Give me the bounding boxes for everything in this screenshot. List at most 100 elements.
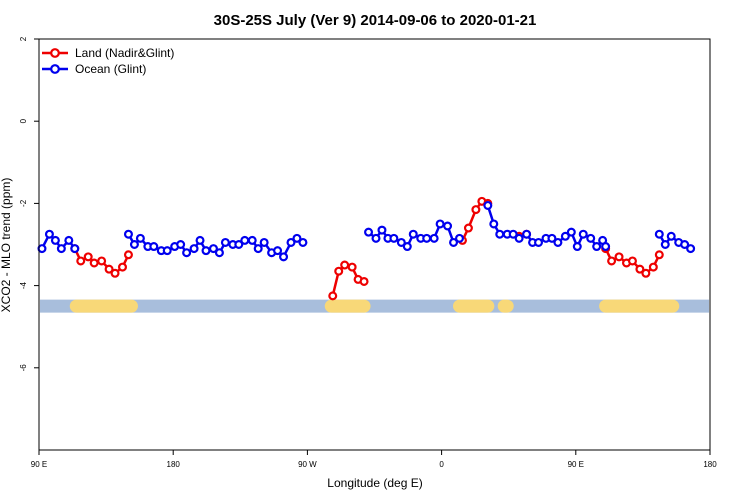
ocean-data-point	[201, 246, 211, 256]
ocean-data-point	[182, 248, 192, 258]
land-data-point	[607, 256, 617, 266]
ocean-data-point	[371, 233, 381, 243]
ocean-data-point	[56, 244, 66, 254]
land-data-point	[334, 266, 344, 276]
land-data-point	[627, 256, 637, 266]
ocean-data-point	[234, 240, 244, 250]
land-data-point	[471, 205, 481, 215]
ocean-data-point	[654, 229, 664, 239]
ocean-data-point	[253, 244, 263, 254]
ocean-data-point	[547, 233, 557, 243]
ocean-data-point	[686, 244, 696, 254]
ocean-data-point	[408, 229, 418, 239]
plot-frame	[38, 38, 711, 451]
ocean-data-point	[449, 237, 459, 247]
x-tick-label: 180	[167, 460, 181, 469]
ocean-data-point	[240, 235, 250, 245]
ocean-data-point	[162, 246, 172, 256]
x-tick-label: 0	[439, 460, 444, 469]
ocean-data-point	[508, 229, 518, 239]
ocean-data-point	[286, 237, 296, 247]
ocean-data-point	[572, 242, 582, 252]
ocean-data-point	[586, 233, 596, 243]
ocean-data-point	[483, 200, 493, 210]
x-axis: 90 E 180 90 W 0 90 E 180	[31, 450, 717, 469]
ocean-data-point	[176, 240, 186, 250]
ocean-data-point	[64, 235, 74, 245]
legend: Land (Nadir&Glint) Ocean (Glint)	[42, 46, 174, 76]
x-tick-label: 90 W	[298, 460, 317, 469]
y-tick-label: 2	[19, 36, 28, 41]
ocean-data-point	[592, 242, 602, 252]
y-tick-label: -4	[19, 281, 28, 289]
ocean-data-point	[364, 227, 374, 237]
land-legend-marker	[50, 48, 60, 58]
chart-title: 30S-25S July (Ver 9) 2014-09-06 to 2020-…	[214, 12, 537, 29]
ocean-data-point	[247, 235, 257, 245]
ocean-data-point	[298, 237, 308, 247]
ocean-data-point	[422, 233, 432, 243]
ocean-data-point	[214, 248, 224, 258]
land-data-point	[104, 264, 114, 274]
land-data-point	[463, 223, 473, 233]
ocean-data-point	[292, 233, 302, 243]
land-data-point	[635, 264, 645, 274]
ocean-legend-marker	[50, 64, 60, 74]
ocean-data-point	[429, 233, 439, 243]
land-data-point	[118, 262, 128, 272]
land-data-point	[641, 268, 651, 278]
ocean-data-point	[279, 252, 289, 262]
ocean-data-point	[660, 240, 670, 250]
ocean-data-point	[70, 244, 80, 254]
land-data-point	[123, 250, 133, 260]
ocean-data-point	[208, 244, 218, 254]
x-axis-label: Longitude (deg E)	[327, 476, 422, 490]
ocean-data-point	[566, 227, 576, 237]
y-axis: 2 0 -2 -4 -6	[19, 36, 39, 371]
ocean-data-point	[522, 229, 532, 239]
ocean-legend-label: Ocean (Glint)	[75, 62, 146, 76]
ocean-data-point	[220, 237, 230, 247]
ocean-data-point	[495, 229, 505, 239]
ocean-data-point	[435, 219, 445, 229]
y-tick-label: -6	[19, 364, 28, 372]
ocean-data-point	[553, 237, 563, 247]
ocean-data-point	[377, 225, 387, 235]
land-data-point	[110, 268, 120, 278]
ocean-data-point	[454, 233, 464, 243]
land-data-point	[83, 252, 93, 262]
ocean-data-point	[578, 229, 588, 239]
land-data-point	[76, 256, 86, 266]
ocean-data-point	[402, 242, 412, 252]
ocean-data-point	[560, 231, 570, 241]
ocean-data-point	[259, 237, 269, 247]
ocean-data-point	[273, 246, 283, 256]
ocean-data-point	[396, 237, 406, 247]
land-data-point	[340, 260, 350, 270]
ocean-data-point	[50, 235, 60, 245]
x-tick-label: 90 E	[31, 460, 47, 469]
land-data-point	[89, 258, 99, 268]
ocean-data-point	[534, 237, 544, 247]
series-group	[37, 196, 696, 301]
land-legend-label: Land (Nadir&Glint)	[75, 46, 174, 60]
land-data-point	[359, 276, 369, 286]
ocean-data-point	[149, 242, 159, 252]
ocean-data-point	[123, 229, 133, 239]
ocean-data-point	[195, 235, 205, 245]
y-tick-label: -2	[19, 199, 28, 207]
land-data-point	[648, 262, 658, 272]
ocean-data-point	[443, 221, 453, 231]
y-tick-label: 0	[19, 118, 28, 123]
ocean-data-point	[44, 229, 54, 239]
ocean-data-point	[489, 219, 499, 229]
land-data-point	[328, 291, 338, 301]
y-axis-label: XCO2 - MLO trend (ppm)	[0, 178, 13, 313]
ocean-data-point	[389, 233, 399, 243]
land-data-point	[347, 262, 357, 272]
ocean-data-point	[680, 240, 690, 250]
ocean-data-point	[129, 240, 139, 250]
land-data-point	[654, 250, 664, 260]
ocean-data-point	[37, 244, 47, 254]
